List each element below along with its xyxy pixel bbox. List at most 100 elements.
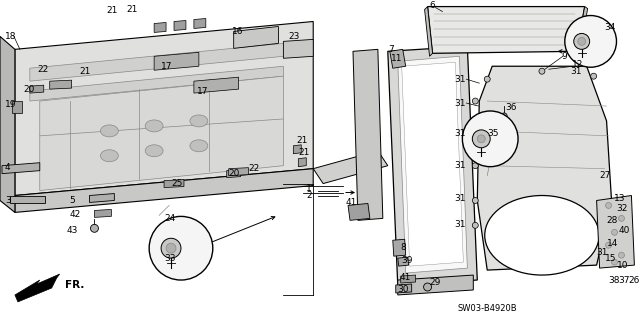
Text: 31: 31 [571, 67, 582, 76]
Text: 41: 41 [346, 198, 357, 207]
Polygon shape [402, 62, 463, 266]
Text: FR.: FR. [65, 280, 84, 290]
Text: 43: 43 [67, 226, 78, 235]
Circle shape [149, 216, 212, 280]
Text: 13: 13 [614, 194, 625, 203]
Text: 16: 16 [232, 27, 243, 36]
Polygon shape [313, 151, 388, 183]
Ellipse shape [145, 145, 163, 157]
Text: 20: 20 [23, 85, 35, 93]
Text: 10: 10 [616, 261, 628, 270]
Text: 33: 33 [164, 254, 175, 263]
Circle shape [605, 203, 612, 208]
Text: SW03-B4920B: SW03-B4920B [458, 304, 517, 313]
Circle shape [472, 98, 478, 104]
Polygon shape [15, 169, 313, 212]
Polygon shape [194, 19, 206, 28]
Polygon shape [95, 210, 111, 217]
Text: 36: 36 [505, 102, 516, 112]
Text: 29: 29 [429, 278, 441, 286]
Circle shape [539, 68, 545, 74]
Ellipse shape [100, 150, 118, 162]
Polygon shape [15, 21, 313, 196]
Polygon shape [0, 36, 15, 212]
Circle shape [578, 37, 586, 45]
Text: 8: 8 [401, 243, 406, 252]
Polygon shape [30, 66, 284, 101]
Circle shape [161, 238, 181, 258]
Text: 27: 27 [600, 171, 611, 180]
Circle shape [612, 229, 618, 235]
Text: 21: 21 [79, 67, 91, 76]
Polygon shape [397, 56, 467, 273]
Text: 37: 37 [618, 276, 630, 285]
Circle shape [618, 215, 625, 221]
Polygon shape [298, 158, 307, 167]
Ellipse shape [484, 196, 599, 275]
Text: 6: 6 [429, 1, 435, 10]
Polygon shape [293, 145, 301, 154]
Text: 14: 14 [607, 239, 618, 248]
Polygon shape [390, 49, 406, 68]
Ellipse shape [190, 115, 208, 127]
Polygon shape [50, 80, 72, 89]
Polygon shape [227, 170, 241, 178]
Circle shape [472, 133, 478, 139]
Polygon shape [353, 49, 383, 220]
Text: 17: 17 [197, 86, 209, 96]
Circle shape [573, 33, 589, 49]
Text: 30: 30 [397, 286, 409, 294]
Polygon shape [388, 46, 477, 285]
Polygon shape [234, 26, 278, 48]
Text: 11: 11 [391, 54, 403, 63]
Text: 31: 31 [454, 161, 465, 170]
Polygon shape [401, 275, 415, 283]
Polygon shape [15, 274, 60, 302]
Polygon shape [30, 85, 44, 93]
Ellipse shape [145, 120, 163, 132]
Ellipse shape [190, 140, 208, 152]
Text: 41: 41 [400, 272, 411, 282]
Polygon shape [596, 196, 634, 268]
Ellipse shape [100, 125, 118, 137]
Circle shape [472, 130, 490, 148]
Polygon shape [2, 163, 40, 174]
Polygon shape [30, 43, 284, 81]
Text: 22: 22 [38, 65, 49, 74]
Text: 7: 7 [388, 45, 394, 54]
Text: 35: 35 [488, 130, 499, 138]
Polygon shape [10, 196, 45, 204]
Polygon shape [393, 239, 406, 256]
Polygon shape [90, 194, 115, 203]
Circle shape [90, 224, 99, 232]
Polygon shape [154, 52, 199, 70]
Text: 18: 18 [5, 32, 17, 41]
Text: 39: 39 [402, 256, 413, 265]
Text: 4: 4 [5, 163, 11, 172]
Text: 26: 26 [628, 276, 640, 285]
Text: 21: 21 [296, 136, 308, 145]
Circle shape [472, 197, 478, 204]
Circle shape [484, 76, 490, 82]
Text: 15: 15 [605, 254, 616, 263]
Text: 21: 21 [107, 6, 118, 15]
Text: 19: 19 [5, 100, 17, 108]
Text: 12: 12 [572, 60, 583, 69]
Circle shape [564, 16, 616, 67]
Polygon shape [577, 7, 588, 53]
Polygon shape [40, 76, 284, 190]
Polygon shape [174, 20, 186, 30]
Text: 31: 31 [596, 248, 608, 257]
Text: 2: 2 [307, 191, 312, 200]
Polygon shape [424, 7, 433, 56]
Circle shape [605, 242, 612, 248]
Text: 31: 31 [454, 99, 465, 108]
Text: 28: 28 [607, 216, 618, 225]
Circle shape [472, 222, 478, 228]
Text: 32: 32 [616, 204, 628, 213]
Polygon shape [154, 23, 166, 33]
Text: 5: 5 [70, 196, 76, 205]
Text: 38: 38 [609, 276, 620, 285]
Polygon shape [402, 62, 463, 266]
Text: 40: 40 [618, 226, 630, 235]
